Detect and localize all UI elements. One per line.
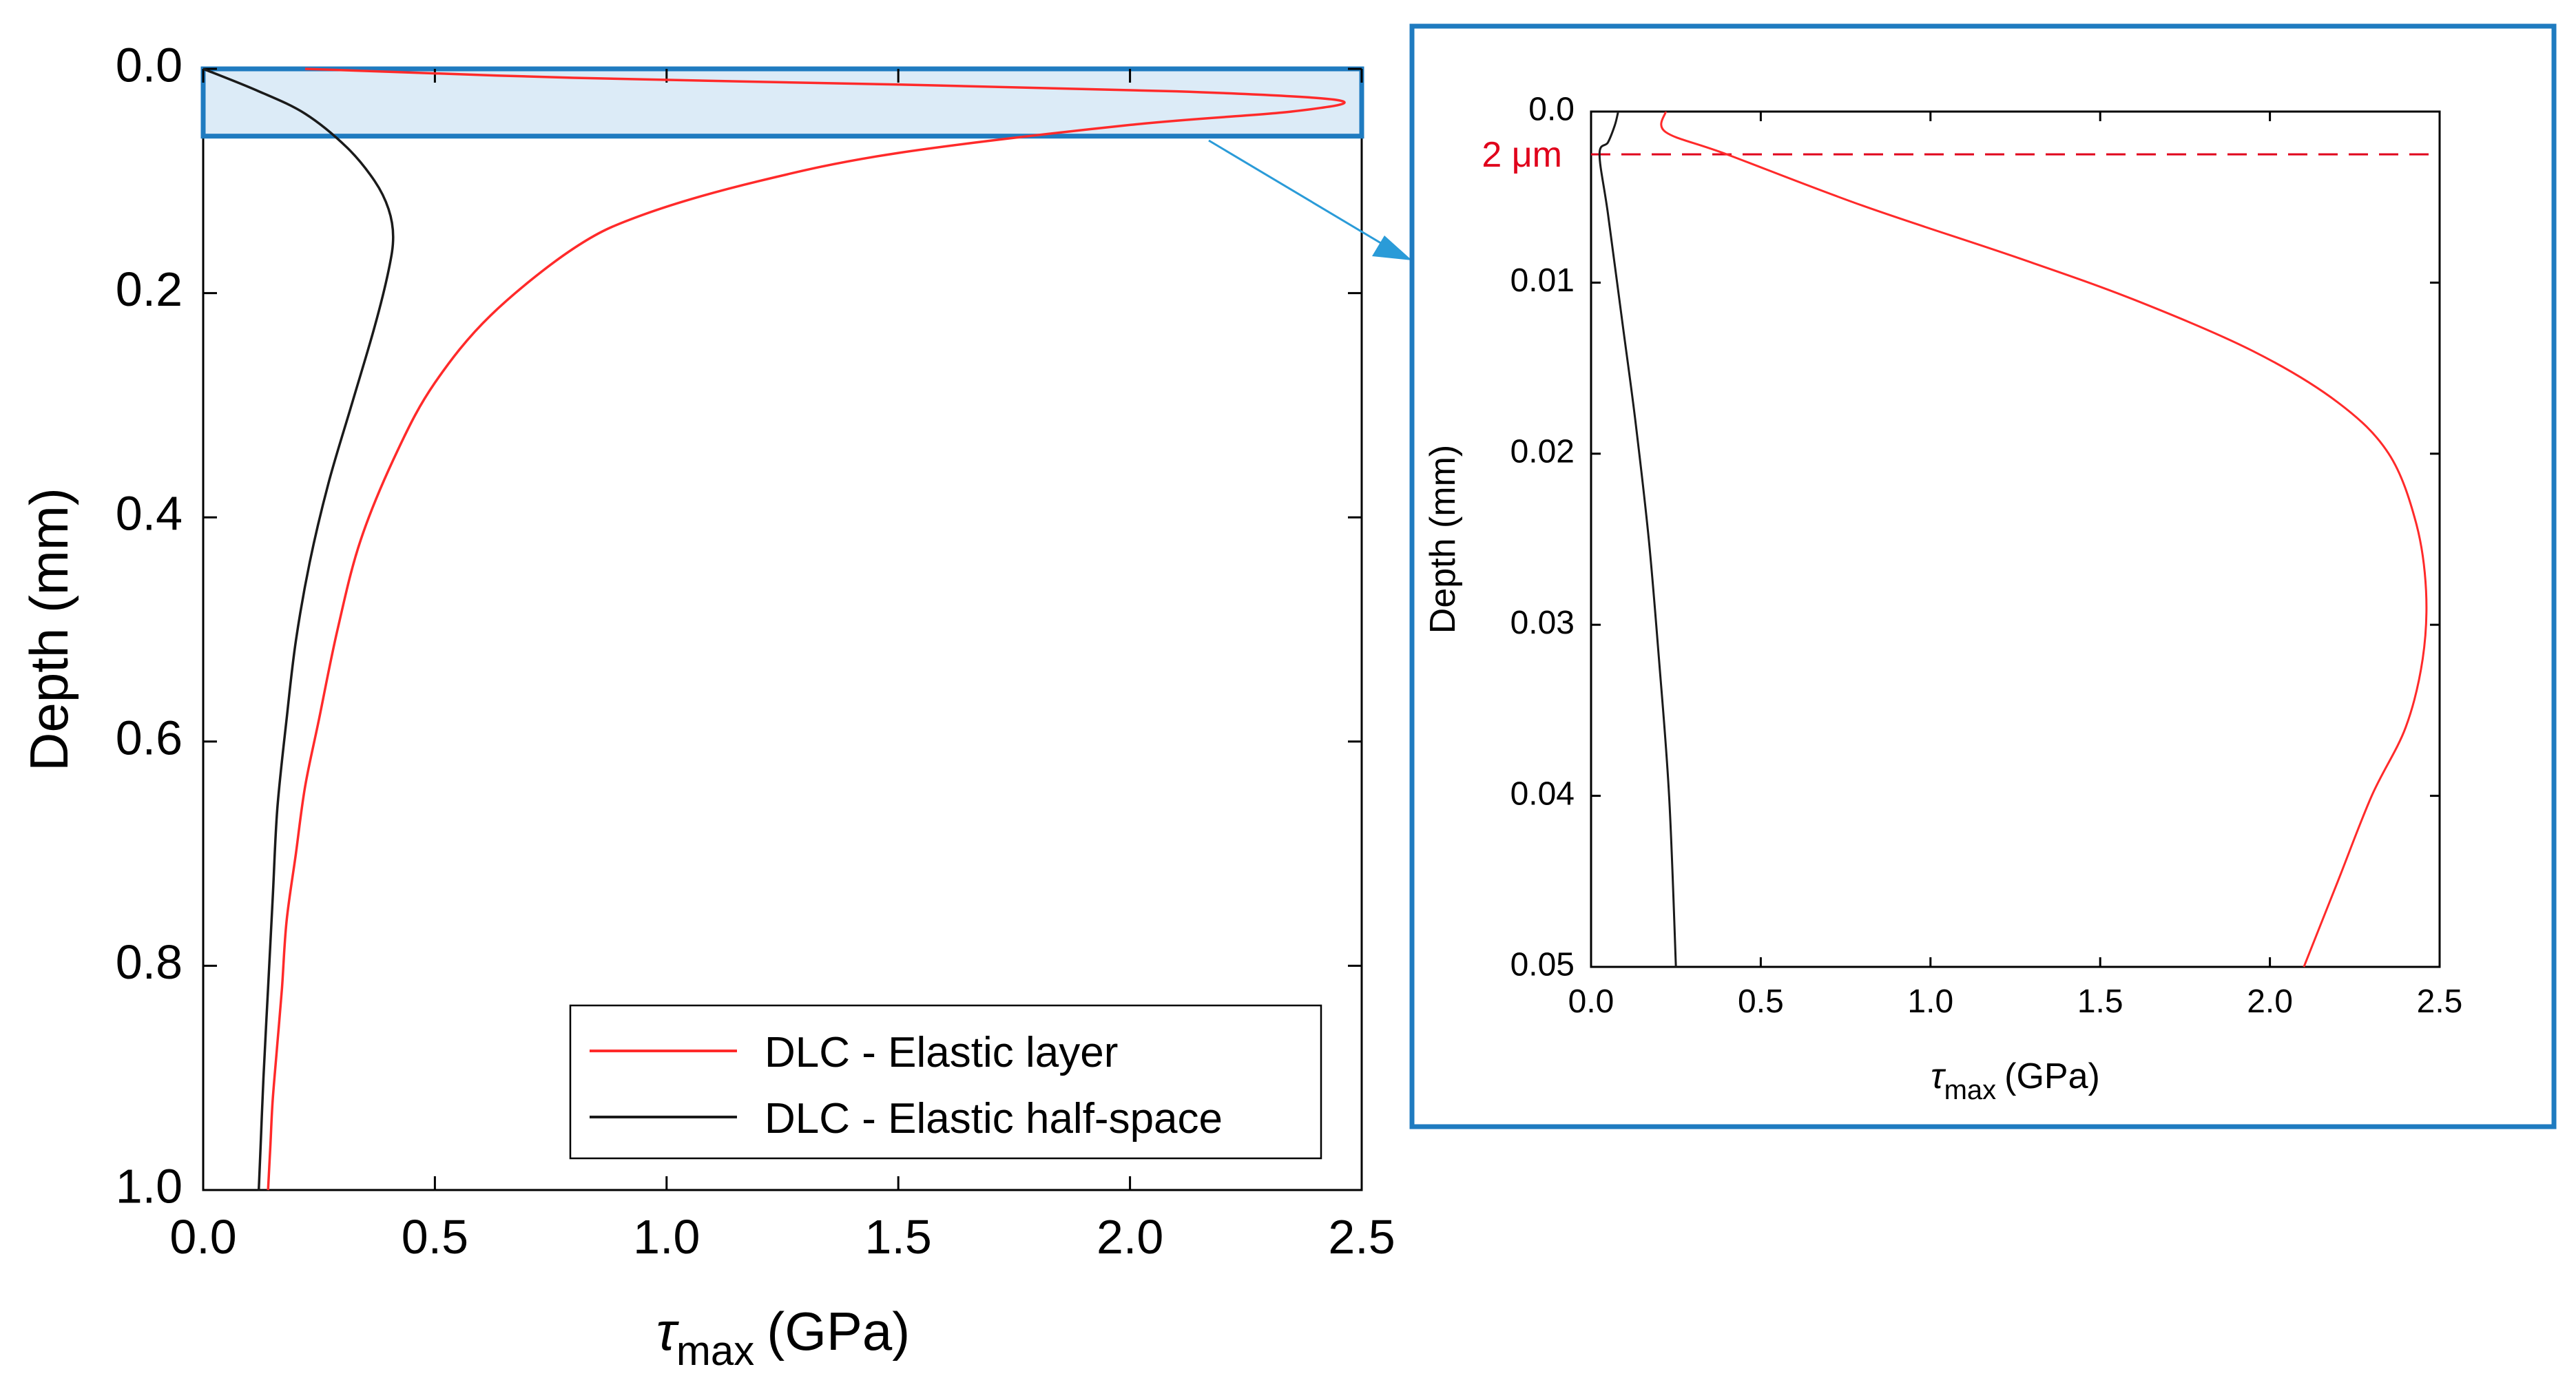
main-y-tick-label: 0.8 [116,935,183,989]
inset-x-tick-label: 1.0 [1907,983,1953,1020]
inset-x-tick-label: 2.5 [2417,983,2463,1020]
main-x-axis-title: τmax (GPa) [656,1301,911,1374]
inset-annotation: 2 μm [1482,135,2440,175]
connector-arrowhead [1372,236,1412,260]
inset-x-tick-label: 2.0 [2247,983,2293,1020]
main-y-tick-label: 0.4 [116,487,183,541]
zoom-highlight-rect [200,66,1364,139]
main-ticks: 0.0 0.5 1.0 1.5 2.0 2.5 0.0 0.2 0.4 0.6 0.8 1.0 [116,38,1395,1264]
connector-arrow [1208,139,1399,255]
inset-x-tick-label: 1.5 [2077,983,2123,1020]
main-x-tick-label: 0.0 [169,1210,236,1264]
inset-x-axis-title: τmax (GPa) [1931,1056,2100,1105]
main-y-tick-label: 1.0 [116,1159,183,1213]
zoom-highlight-region [200,66,1364,139]
main-x-tick-label: 1.0 [633,1210,700,1264]
main-series-elastic-layer [267,67,1346,1191]
inset-chart: 0.0 0.5 1.0 1.5 2.0 2.5 0.0 0.01 0.02 0.03 0.04 0.0… [1409,23,2557,1129]
main-x-tick-label: 2.5 [1328,1210,1395,1264]
inset-panel-frame [1409,23,2557,1129]
main-y-tick-label: 0.0 [116,38,183,92]
inset-series-half-space [1598,111,1677,968]
inset-series [1598,111,2428,968]
inset-y-tick-label: 0.02 [1510,433,1575,470]
inset-x-tick-label: 0.0 [1568,983,1614,1020]
main-x-tick-label: 0.5 [402,1210,468,1264]
inset-plot-frame [1590,110,2441,968]
main-series [202,67,1346,1191]
zoom-connector [1208,139,1412,260]
inset-y-axis-title: Depth (mm) [1423,445,1463,634]
main-x-tick-label: 2.0 [1097,1210,1163,1264]
legend-box [569,1004,1322,1160]
inset-series-elastic-layer [1660,111,2428,968]
inset-y-tick-label: 0.03 [1510,605,1575,641]
inset-y-tick-label: 0.04 [1510,775,1575,812]
legend-label-elastic-layer: DLC - Elastic layer [765,1029,1118,1076]
legend-label-half-space: DLC - Elastic half-space [765,1095,1223,1143]
main-y-tick-label: 0.6 [116,711,183,764]
thickness-label: 2 μm [1482,135,1562,175]
inset-y-tick-label: 0.0 [1528,92,1575,128]
inset-y-tick-label: 0.01 [1510,262,1575,299]
inset-ticks: 0.0 0.5 1.0 1.5 2.0 2.5 0.0 0.01 0.02 0.03 0.04 0.0… [1510,92,2463,1020]
inset-y-tick-label: 0.05 [1510,947,1575,983]
main-chart: 0.0 0.5 1.0 1.5 2.0 2.5 0.0 0.2 0.4 0.6 0.8 1.0 τma… [19,38,1395,1374]
main-y-axis-title: Depth (mm) [19,488,79,771]
legend: DLC - Elastic layer DLC - Elastic half-s… [569,1004,1322,1160]
main-y-tick-label: 0.2 [116,262,183,316]
inset-x-tick-label: 0.5 [1738,983,1784,1020]
main-series-half-space [202,67,395,1191]
main-x-tick-label: 1.5 [865,1210,932,1264]
